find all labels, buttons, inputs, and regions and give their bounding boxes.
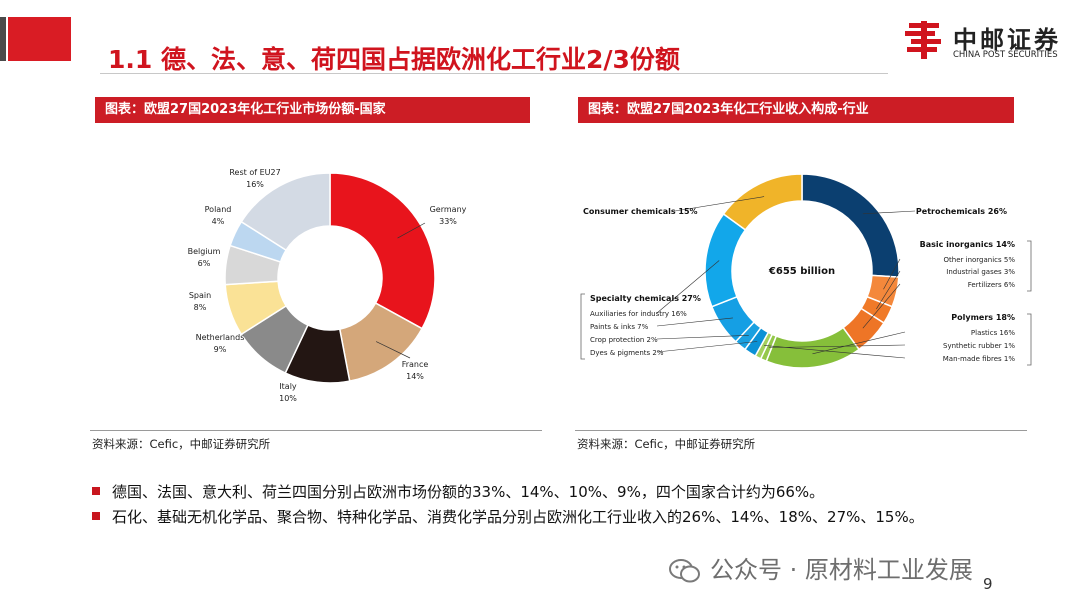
country-leader-line-germany	[397, 222, 426, 239]
sector-leader-line-man-made-fibres	[764, 345, 906, 359]
sector-leader-line-other-inorganics	[883, 258, 901, 290]
annotation-crop-protection: Crop protection 2%	[590, 336, 658, 344]
title-divider	[100, 73, 888, 74]
logo-english-name: CHINA POST SECURITIES	[953, 50, 1058, 60]
sector-leader-line-synthetic-rubber	[768, 344, 906, 348]
annotation-other-inorganics: Other inorganics 5%	[944, 256, 1016, 264]
bullet-text-2: 石化、基础无机化学品、聚合物、特种化学品、消费化学品分别占欧洲化工行业收入的26…	[112, 508, 924, 526]
country-value-france: 14%	[406, 372, 424, 381]
sector-leader-line-auxiliaries-for-industry	[656, 260, 720, 314]
country-value-netherlands: 9%	[214, 345, 227, 354]
annotation-basic-inorganics: Basic inorganics 14%	[920, 240, 1015, 249]
sector-leader-line-fertilizers	[862, 283, 901, 329]
company-logo: 中邮证券 CHINA POST SECURITIES	[903, 20, 1073, 66]
donut-center-label: €655 billion	[768, 266, 835, 277]
annotation-synthetic-rubber: Synthetic rubber 1%	[943, 342, 1015, 350]
country-leader-line-france	[375, 341, 411, 359]
sector-revenue-donut-chart: €655 billion Petrochemicals 26% Consumer…	[580, 173, 1032, 369]
country-share-donut-chart: Germany 33% France 14% Italy 10% Netherlands 9%…	[188, 168, 467, 403]
sector-leader-line-petrochemicals	[862, 210, 916, 215]
polymers-bracket	[1027, 313, 1032, 366]
logo-chinese-name: 中邮证券	[953, 26, 1061, 54]
country-slice-germany	[329, 172, 436, 330]
sector-slice-auxiliaries-for-industry	[704, 212, 747, 308]
country-value-belgium: 6%	[198, 259, 211, 268]
sector-slice-consumer-chemicals	[722, 173, 803, 231]
annotation-man-made-fibres: Man-made fibres 1%	[943, 355, 1016, 363]
bullet-marker	[92, 511, 100, 520]
country-label-poland: Poland	[205, 205, 232, 214]
sector-leader-line-plastics	[812, 331, 906, 355]
right-source-divider	[575, 430, 1027, 431]
country-value-spain: 8%	[194, 303, 207, 312]
sector-leader-line-consumer-chemicals	[674, 196, 765, 212]
country-label-rest-of-eu27: Rest of EU27	[229, 168, 280, 177]
watermark-text: 公众号 · 原材料工业发展	[710, 556, 973, 584]
annotation-paints-inks: Paints & inks 7%	[590, 323, 649, 331]
left-chart-heading: 图表：欧盟27国2023年化工行业市场份额-国家	[95, 97, 530, 123]
bullet-marker	[92, 486, 100, 495]
bullet-point-2: 石化、基础无机化学品、聚合物、特种化学品、消费化学品分别占欧洲化工行业收入的26…	[92, 506, 924, 527]
page-number: 9	[983, 575, 993, 593]
country-label-spain: Spain	[189, 291, 211, 300]
country-label-netherlands: Netherlands	[196, 333, 245, 342]
annotation-fertilizers: Fertilizers 6%	[968, 281, 1016, 289]
header-decor-red	[8, 17, 71, 61]
header-decor-gray	[0, 17, 6, 61]
china-post-logo-icon	[905, 21, 941, 59]
basic-inorganics-bracket	[1027, 240, 1032, 292]
wechat-icon	[669, 559, 700, 583]
sector-leader-line-paints-and-inks	[656, 317, 733, 327]
country-value-germany: 33%	[439, 217, 457, 226]
annotation-auxiliaries: Auxiliaries for industry 16%	[590, 310, 687, 318]
sector-leader-line-crop-protection	[656, 335, 749, 340]
left-source-divider	[90, 430, 542, 431]
left-chart-source: 资料来源：Cefic，中邮证券研究所	[92, 437, 271, 451]
annotation-industrial-gases: Industrial gases 3%	[946, 268, 1015, 276]
watermark: 公众号 · 原材料工业发展	[668, 550, 973, 585]
right-chart-heading: 图表：欧盟27国2023年化工行业收入构成-行业	[578, 97, 1014, 123]
country-label-italy: Italy	[279, 382, 297, 391]
country-value-rest-of-eu27: 16%	[246, 180, 264, 189]
country-value-italy: 10%	[279, 394, 297, 403]
country-label-germany: Germany	[430, 205, 467, 214]
sector-slice-plastics	[765, 326, 861, 369]
country-label-belgium: Belgium	[188, 247, 221, 256]
annotation-polymers: Polymers 18%	[951, 313, 1015, 322]
sector-leader-line-dyes-and-pigments	[656, 341, 758, 353]
country-value-poland: 4%	[212, 217, 225, 226]
annotation-petrochemicals: Petrochemicals 26%	[916, 207, 1007, 216]
country-slice-rest-of-eu27	[240, 172, 331, 252]
annotation-dyes-pigments: Dyes & pigments 2%	[590, 349, 664, 357]
right-chart-source: 资料来源：Cefic，中邮证券研究所	[577, 437, 756, 451]
country-label-france: France	[402, 360, 429, 369]
sector-leader-line-industrial-gases	[876, 270, 901, 310]
annotation-specialty-chemicals: Specialty chemicals 27%	[590, 294, 701, 303]
annotation-plastics: Plastics 16%	[971, 329, 1015, 337]
page-title: 1.1 德、法、意、荷四国占据欧洲化工行业2/3份额	[108, 45, 680, 74]
bullet-point-1: 德国、法国、意大利、荷兰四国分别占欧洲市场份额的33%、14%、10%、9%，四…	[92, 481, 824, 502]
sector-slice-petrochemicals	[801, 173, 900, 278]
specialty-chemicals-bracket	[580, 293, 585, 360]
annotation-consumer-chemicals: Consumer chemicals 15%	[583, 207, 698, 216]
bullet-text-1: 德国、法国、意大利、荷兰四国分别占欧洲市场份额的33%、14%、10%、9%，四…	[112, 483, 825, 501]
